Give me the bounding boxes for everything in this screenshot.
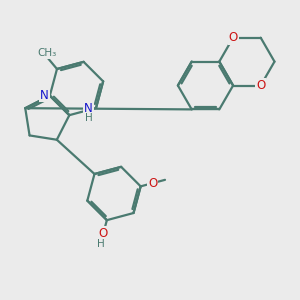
Text: CH₃: CH₃	[38, 48, 57, 58]
Text: H: H	[85, 113, 93, 123]
Text: H: H	[97, 239, 104, 249]
Text: O: O	[229, 31, 238, 44]
Text: O: O	[99, 227, 108, 240]
Text: N: N	[40, 88, 49, 101]
Text: N: N	[84, 102, 93, 115]
Text: O: O	[256, 79, 265, 92]
Text: O: O	[148, 177, 158, 190]
